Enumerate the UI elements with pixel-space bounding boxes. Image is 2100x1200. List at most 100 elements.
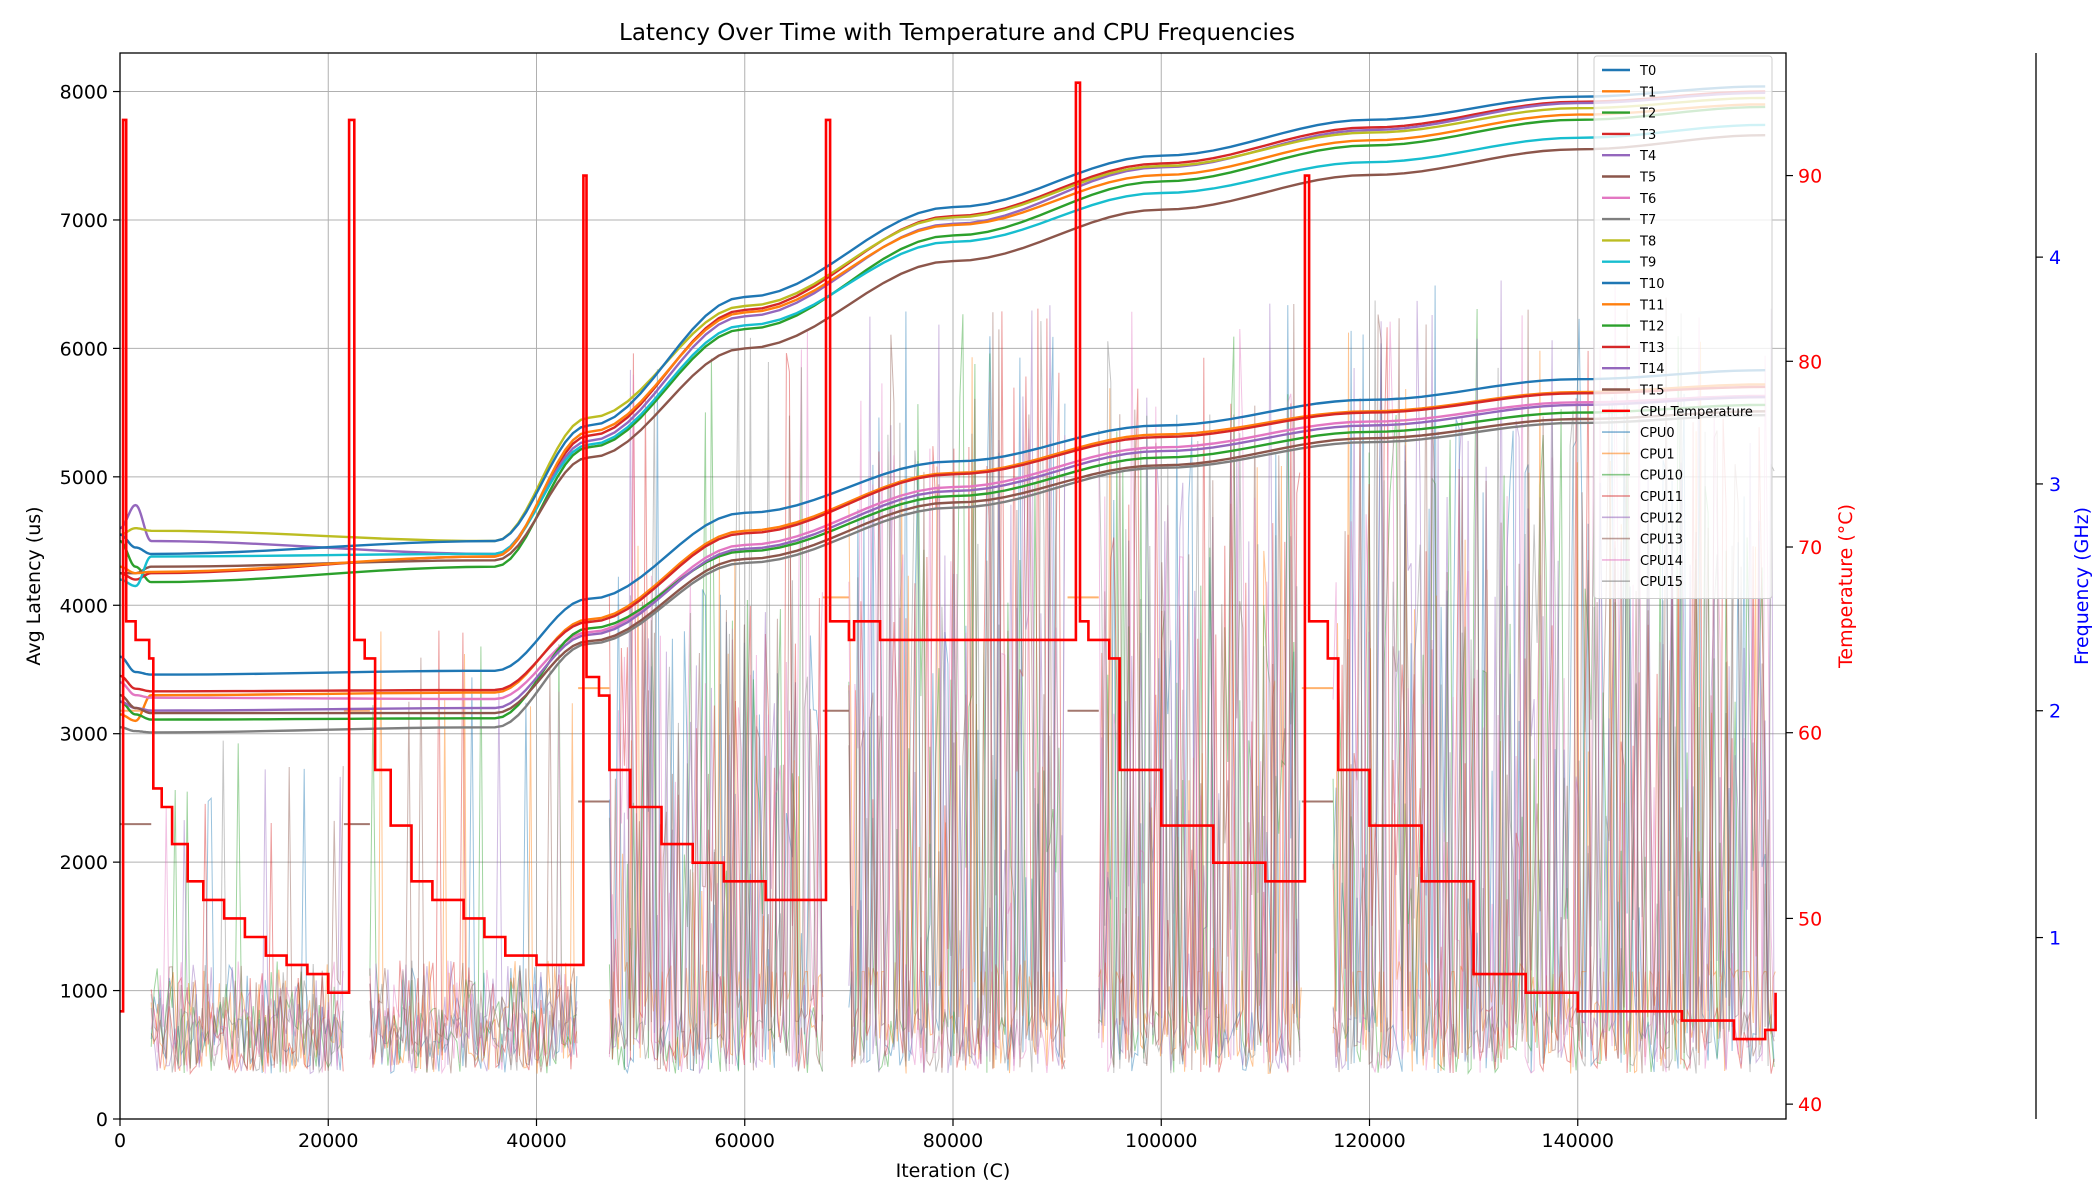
latency-series-line xyxy=(119,369,1766,676)
latency-series-line xyxy=(119,123,1766,588)
x-tick-label: 120000 xyxy=(1333,1130,1406,1152)
cpu-frequency-line xyxy=(848,311,1066,1071)
cpu-frequency-layer xyxy=(120,280,1776,1076)
x-tick-label: 140000 xyxy=(1541,1130,1614,1152)
y-tick-label: 1000 xyxy=(60,981,108,1003)
legend: T0 T1 T2 T3 T4 T5 T6 T7 T8 T9 T10 T11 T12 T13 T14 T15 CP… xyxy=(1593,55,1773,599)
temperature-tick-label: 90 xyxy=(1798,166,1822,188)
cpu-frequency-line xyxy=(848,305,1066,1074)
cpu-frequency-line xyxy=(1098,357,1301,1073)
legend-label: T3 xyxy=(1639,128,1656,143)
cpu-frequency-line xyxy=(1098,303,1301,1071)
cpu-frequency-line xyxy=(150,808,344,1074)
cpu-frequency-line xyxy=(369,689,578,1072)
legend-label: CPU1 xyxy=(1640,447,1675,462)
cpu-frequency-line xyxy=(608,415,823,1072)
legend-label: T15 xyxy=(1639,384,1664,399)
cpu-frequency-line xyxy=(369,644,578,1074)
legend-label: T13 xyxy=(1639,341,1664,356)
latency-series-line xyxy=(119,410,1766,715)
cpu-frequency-line xyxy=(150,740,344,1074)
legend-label: CPU13 xyxy=(1640,533,1683,548)
cpu-frequency-line xyxy=(150,743,344,1074)
frequency-axis-label: Frequency (GHz) xyxy=(2071,507,2093,665)
cpu-frequency-line xyxy=(848,357,1068,1074)
y-tick-label: 3000 xyxy=(60,724,108,746)
legend-label: T12 xyxy=(1639,320,1664,335)
temperature-tick-label: 60 xyxy=(1798,723,1822,745)
cpu-frequency-line xyxy=(1332,280,1775,1070)
legend-label: T2 xyxy=(1639,107,1656,122)
legend-label: CPU10 xyxy=(1640,469,1683,484)
cpu-frequency-line xyxy=(608,330,823,1073)
legend-label: T6 xyxy=(1639,192,1656,207)
x-tick-label: 40000 xyxy=(506,1130,566,1152)
cpu-frequency-line xyxy=(608,369,823,1075)
chart-title: Latency Over Time with Temperature and C… xyxy=(619,20,1295,46)
latency-series-line xyxy=(119,385,1766,693)
legend-label: CPU0 xyxy=(1640,426,1675,441)
legend-label: CPU11 xyxy=(1640,490,1683,505)
cpu-frequency-line xyxy=(150,766,344,1074)
temperature-axis-label: Temperature (°C) xyxy=(1835,504,1857,669)
latency-series-line xyxy=(119,383,1766,723)
cpu-frequency-line xyxy=(1098,311,1301,1073)
cpu-frequency-line xyxy=(150,769,344,1075)
latency-series-line xyxy=(119,103,1766,575)
temperature-layer xyxy=(119,81,1777,1041)
legend-label: T0 xyxy=(1639,64,1656,79)
legend-label: T7 xyxy=(1639,213,1656,228)
y-tick-label: 2000 xyxy=(60,852,108,874)
temperature-tick-label: 50 xyxy=(1798,908,1822,930)
temperature-tick-label: 80 xyxy=(1798,351,1822,373)
x-axis-label: Iteration (C) xyxy=(896,1160,1011,1182)
cpu-frequency-line xyxy=(369,630,578,1071)
temperature-tick-label: 70 xyxy=(1798,537,1822,559)
cpu-frequency-line xyxy=(1098,388,1302,1074)
cpu-frequency-line xyxy=(369,657,578,1074)
cpu-frequency-line xyxy=(1332,285,1775,1074)
latency-series-line xyxy=(119,414,1766,734)
y-tick-label: 6000 xyxy=(60,338,108,360)
axes: 0 20000 40000 60000 80000 100000 120000 140000 0… xyxy=(60,53,2061,1152)
latency-series-line xyxy=(119,394,1766,701)
latency-series-line xyxy=(119,96,1766,543)
cpu-frequency-line xyxy=(369,960,578,1071)
cpu-frequency-line xyxy=(848,382,1066,1074)
frequency-tick-label: 1 xyxy=(2049,928,2061,950)
y-tick-label: 5000 xyxy=(60,467,108,489)
x-tick-label: 100000 xyxy=(1125,1130,1198,1152)
legend-label: T4 xyxy=(1639,149,1656,164)
y-axis-label: Avg Latency (us) xyxy=(23,506,45,665)
cpu-frequency-line xyxy=(369,677,578,1075)
cpu-frequency-line xyxy=(608,369,823,1074)
temperature-line xyxy=(119,81,1777,1041)
legend-label: CPU Temperature xyxy=(1640,405,1753,420)
cpu-frequency-line xyxy=(369,631,578,1074)
cpu-frequency-line xyxy=(1332,332,1776,1074)
cpu-frequency-line xyxy=(608,358,823,1074)
cpu-frequency-line xyxy=(1332,297,1775,1074)
x-tick-label: 0 xyxy=(114,1130,126,1152)
latency-series-layer xyxy=(119,85,1766,734)
cpu-frequency-line xyxy=(1332,327,1775,1074)
legend-label: T8 xyxy=(1639,234,1656,249)
cpu-frequency-line xyxy=(369,691,578,1075)
x-tick-label: 80000 xyxy=(923,1130,983,1152)
latency-series-line xyxy=(119,396,1766,712)
cpu-frequency-line xyxy=(1098,341,1301,1074)
y-tick-label: 4000 xyxy=(60,595,108,617)
x-tick-label: 60000 xyxy=(715,1130,775,1152)
cpu-frequency-line xyxy=(150,964,344,1072)
latency-series-line xyxy=(119,134,1766,575)
y-tick-label: 7000 xyxy=(60,210,108,232)
latency-series-line xyxy=(119,90,1766,581)
cpu-frequency-line xyxy=(150,768,344,1074)
legend-label: T9 xyxy=(1639,256,1656,271)
cpu-frequency-line xyxy=(848,321,1066,1073)
frequency-tick-label: 2 xyxy=(2049,701,2061,723)
cpu-frequency-line xyxy=(608,545,824,1067)
latency-series-line xyxy=(119,403,1766,721)
cpu-frequency-line xyxy=(848,312,1066,1073)
legend-label: CPU12 xyxy=(1640,511,1683,526)
